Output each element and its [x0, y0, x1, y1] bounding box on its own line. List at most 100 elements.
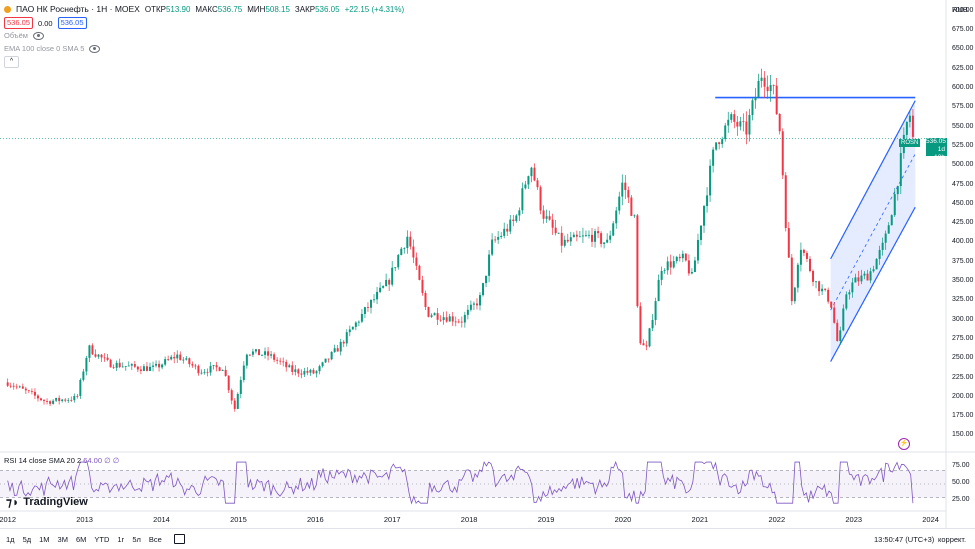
candle-body — [158, 363, 161, 368]
rsi-value: 64.00 — [83, 456, 102, 465]
x-tick-label: 2012 — [0, 515, 17, 524]
candle-body — [709, 165, 712, 196]
tradingview-wordmark: TradingView — [23, 496, 88, 508]
candle-body — [530, 167, 533, 177]
candle-body — [76, 395, 79, 397]
timeframe-ytd[interactable]: YTD — [94, 534, 110, 544]
candle-body — [39, 398, 42, 401]
timeframe-all[interactable]: Все — [148, 534, 162, 544]
lightning-icon[interactable]: ⚡ — [898, 438, 910, 450]
candle-body — [49, 401, 52, 404]
adjustment-toggle[interactable]: коррект. — [938, 534, 967, 544]
candle-body — [236, 393, 239, 409]
buy-price-button[interactable]: 536.05 — [57, 17, 87, 29]
timeframe-6m[interactable]: 6М — [75, 534, 87, 544]
y-tick-label: 400.00 — [952, 238, 974, 246]
candle-body — [766, 86, 769, 92]
x-tick-label: 2015 — [230, 515, 247, 524]
timeframe-3m[interactable]: 3М — [57, 534, 68, 544]
candle-body — [821, 288, 824, 292]
candle-body — [100, 354, 103, 358]
y-tick-label: 375.00 — [952, 257, 974, 265]
candle-body — [182, 359, 185, 361]
timeframe-1d[interactable]: 1д — [6, 534, 15, 544]
candle-body — [488, 254, 491, 276]
candle-body — [857, 277, 860, 282]
candle-body — [672, 261, 675, 268]
candle-body — [58, 397, 61, 402]
candle-body — [566, 239, 569, 242]
tradingview-icon: ⁊◗ — [6, 495, 20, 509]
candle-body — [188, 358, 191, 365]
candle-body — [612, 223, 615, 236]
candle-body — [521, 188, 524, 211]
candle-body — [394, 267, 397, 269]
y-tick-label: 650.00 — [952, 45, 974, 53]
candle-body — [145, 366, 148, 371]
candle-body — [194, 365, 197, 367]
candle-body — [715, 142, 718, 150]
date-range-icon[interactable] — [173, 534, 185, 544]
candle-body — [82, 371, 85, 380]
candle-body — [491, 239, 494, 255]
y-tick-label: 200.00 — [952, 392, 974, 400]
symbol-price-label: ROSN — [899, 139, 921, 147]
candle-body — [248, 354, 251, 356]
candle-body — [824, 288, 827, 290]
candle-body — [85, 357, 88, 372]
y-tick-label: 675.00 — [952, 26, 974, 34]
candle-body — [524, 184, 527, 189]
eye-icon[interactable] — [32, 31, 44, 40]
candle-body — [536, 180, 539, 188]
candle-body — [179, 354, 182, 360]
timeframe-5y[interactable]: 5л — [132, 534, 141, 544]
rsi-line — [7, 460, 914, 505]
rsi-tick-label: 25.00 — [952, 496, 970, 504]
candle-body — [597, 231, 600, 234]
tradingview-logo[interactable]: ⁊◗ TradingView — [6, 495, 88, 509]
timeframe-5d[interactable]: 5д — [22, 534, 32, 544]
candle-body — [681, 253, 684, 259]
candle-body — [115, 362, 118, 368]
candle-body — [802, 249, 805, 253]
y-tick-label: 475.00 — [952, 180, 974, 188]
last-price-tag: 536.05 1d 10h — [926, 138, 947, 161]
timeframe-1m[interactable]: 1М — [39, 534, 50, 544]
x-tick-label: 2016 — [306, 515, 324, 524]
candle-body — [251, 351, 254, 355]
price-chart[interactable] — [0, 0, 975, 528]
candle-body — [424, 292, 427, 308]
candle-body — [587, 234, 590, 236]
candle-body — [482, 283, 485, 296]
candle-body — [769, 85, 772, 92]
candle-body — [442, 317, 445, 320]
y-tick-label: 275.00 — [952, 334, 974, 342]
candle-body — [693, 260, 696, 273]
candle-body — [775, 85, 778, 114]
eye-icon[interactable] — [89, 44, 101, 53]
currency-label[interactable]: RUB — [952, 5, 968, 14]
candle-body — [736, 121, 739, 127]
candle-body — [718, 142, 721, 145]
volume-label: Объём — [4, 31, 28, 40]
symbol-title[interactable]: ПАО НК Роснефть · 1Н · MOEX — [16, 4, 140, 14]
low-value: 508.15 — [265, 4, 290, 14]
y-tick-label: 575.00 — [952, 103, 974, 111]
candle-body — [354, 322, 357, 327]
candle-body — [161, 364, 164, 368]
candle-body — [845, 294, 848, 309]
candle-body — [815, 281, 818, 283]
close-value: 536.05 — [315, 4, 340, 14]
candle-body — [563, 239, 566, 246]
timeframe-1y[interactable]: 1г — [117, 534, 125, 544]
candle-body — [836, 322, 839, 341]
candle-body — [282, 361, 285, 363]
candle-body — [439, 319, 442, 321]
candle-body — [581, 235, 584, 237]
clock-display[interactable]: 13:50:47 (UTC+3) — [874, 534, 935, 544]
candle-body — [887, 225, 890, 234]
candle-body — [478, 295, 481, 306]
sell-price-button[interactable]: 536.05 — [4, 17, 33, 29]
collapse-legend-button[interactable]: ^ — [4, 56, 19, 68]
candle-body — [118, 362, 121, 368]
